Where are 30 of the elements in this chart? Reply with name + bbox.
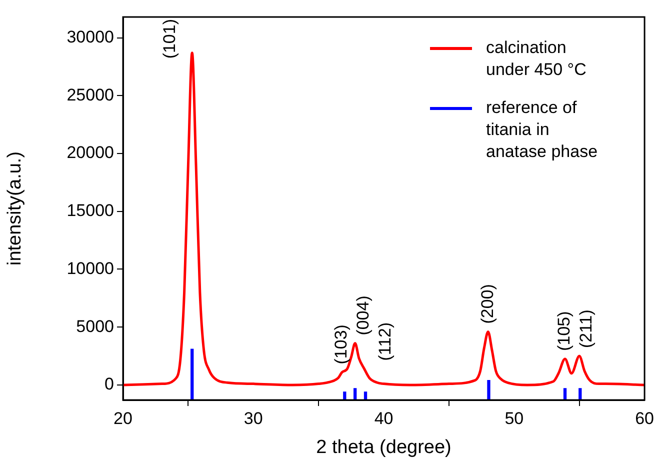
y-tick-label: 20000 — [66, 143, 114, 162]
bar — [487, 380, 490, 400]
x-axis-title: 2 theta (degree) — [316, 436, 452, 458]
x-tick-label: 20 — [114, 408, 132, 428]
annotation: (211) — [576, 310, 596, 348]
y-tick-label: 30000 — [66, 28, 114, 47]
bar — [578, 388, 582, 400]
legend-label: reference of titania in anatase phase — [486, 97, 599, 163]
annotation: (105) — [554, 311, 574, 351]
y-axis-title: intensity(a.u.) — [4, 151, 26, 266]
bar — [343, 392, 346, 400]
y-tick-label: 5000 — [76, 316, 114, 336]
y-tick-label: 25000 — [66, 85, 114, 104]
annotation: (200) — [478, 284, 497, 324]
annotation: (112) — [376, 322, 395, 361]
bar — [190, 348, 194, 400]
bar — [563, 388, 567, 400]
annotation: (101) — [160, 19, 179, 59]
y-tick-label: 15000 — [66, 201, 114, 220]
x-tick-label: 30 — [244, 408, 263, 428]
x-tick-label: 50 — [504, 408, 524, 428]
y-tick-label: 0 — [104, 374, 114, 394]
x-tick-label: 40 — [374, 408, 394, 428]
annotation: (103) — [332, 324, 351, 364]
annotation: (004) — [354, 296, 373, 336]
bar — [354, 388, 357, 400]
bar — [364, 392, 368, 400]
x-tick-label: 60 — [635, 408, 654, 428]
legend-label: calcination under 450 °C — [486, 37, 588, 81]
y-tick-label: 10000 — [66, 258, 114, 278]
